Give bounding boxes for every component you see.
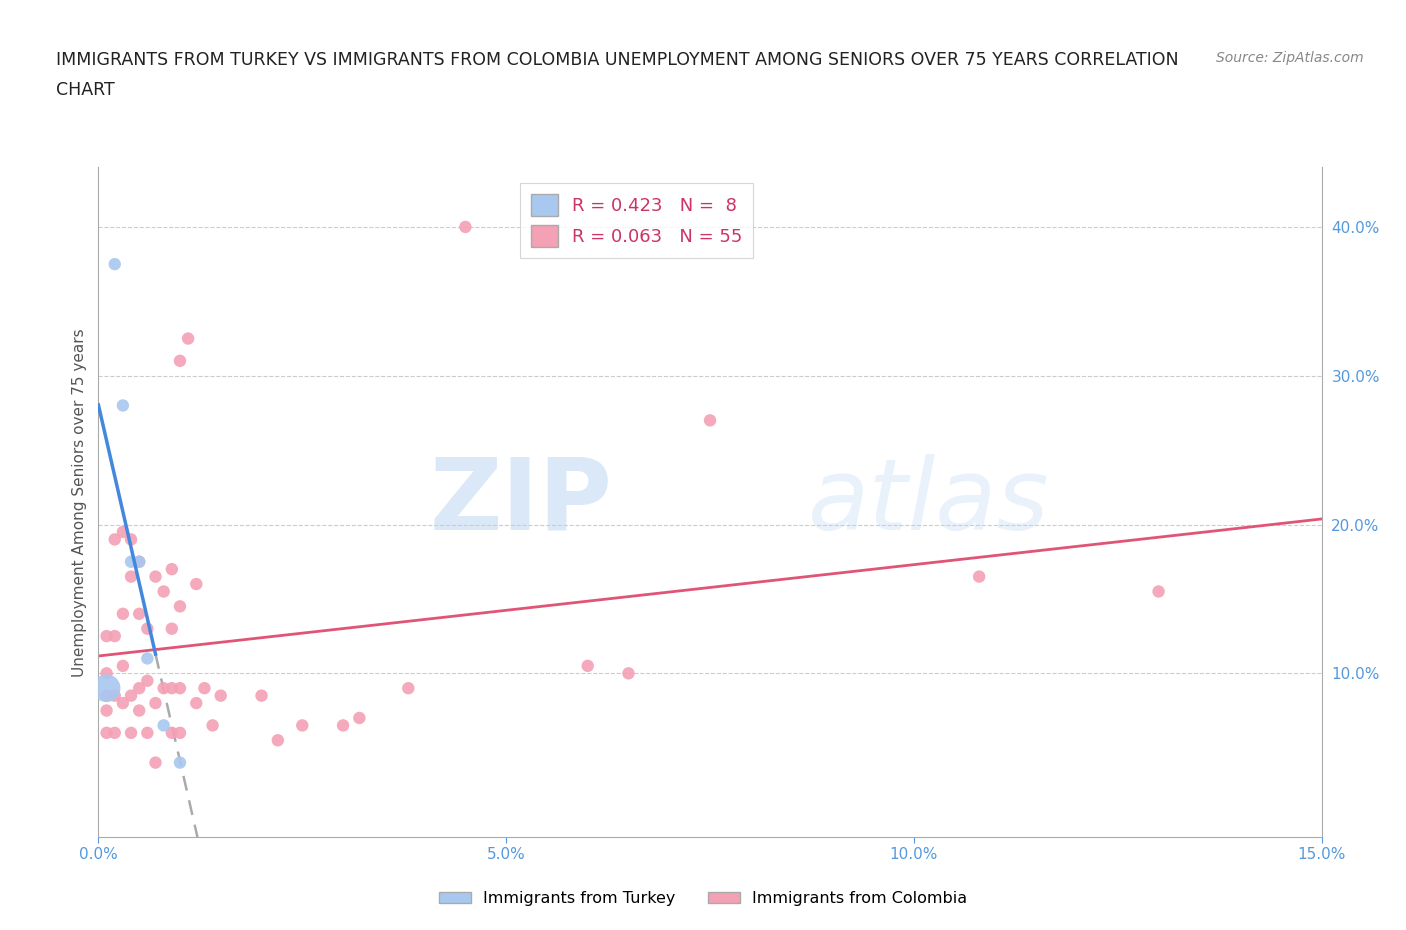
Point (160, 725, 183, 740)
Point (145, 696, 167, 711)
Point (128, 703, 150, 718)
Point (201, 718, 224, 733)
Point (96, 725, 118, 740)
Legend: R = 0.423   N =  8, R = 0.063   N = 55: R = 0.423 N = 8, R = 0.063 N = 55 (520, 183, 754, 258)
Point (120, 554, 142, 569)
Point (193, 681, 215, 696)
Point (186, 577, 208, 591)
Point (160, 621, 183, 636)
Point (104, 257, 127, 272)
Point (104, 688, 127, 703)
Point (617, 666, 640, 681)
Legend: Immigrants from Turkey, Immigrants from Colombia: Immigrants from Turkey, Immigrants from … (432, 885, 974, 912)
Point (152, 584, 174, 599)
Point (104, 629, 127, 644)
Point (136, 673, 159, 688)
Point (169, 681, 191, 696)
Point (104, 725, 127, 740)
Point (396, 681, 419, 696)
Point (128, 681, 150, 696)
Point (120, 688, 142, 703)
Point (250, 688, 273, 703)
Point (136, 621, 159, 636)
Point (145, 755, 167, 770)
Text: CHART: CHART (56, 81, 115, 99)
Point (186, 696, 208, 711)
Point (169, 599, 191, 614)
Point (96, 666, 118, 681)
Point (136, 725, 159, 740)
Point (111, 398, 134, 413)
Text: IMMIGRANTS FROM TURKEY VS IMMIGRANTS FROM COLOMBIA UNEMPLOYMENT AMONG SENIORS OV: IMMIGRANTS FROM TURKEY VS IMMIGRANTS FRO… (56, 51, 1178, 69)
Point (120, 725, 142, 740)
Y-axis label: Unemployment Among Seniors over 75 years: Unemployment Among Seniors over 75 years (72, 328, 87, 676)
Point (967, 569, 990, 584)
Point (111, 525, 134, 539)
Point (128, 554, 150, 569)
Point (96, 681, 118, 696)
Point (96, 629, 118, 644)
Point (160, 562, 183, 577)
Point (104, 532, 127, 547)
Point (145, 569, 167, 584)
Point (332, 718, 354, 733)
Text: atlas: atlas (808, 454, 1049, 551)
Point (177, 331, 200, 346)
Point (160, 681, 183, 696)
Text: ZIP: ZIP (429, 454, 612, 551)
Point (111, 696, 134, 711)
Point (120, 569, 142, 584)
Point (291, 718, 314, 733)
Point (169, 725, 191, 740)
Point (169, 353, 191, 368)
Text: Source: ZipAtlas.com: Source: ZipAtlas.com (1216, 51, 1364, 65)
Point (152, 681, 174, 696)
Point (128, 606, 150, 621)
Point (128, 554, 150, 569)
Point (349, 711, 371, 725)
Point (699, 413, 721, 428)
Point (267, 733, 290, 748)
Point (120, 532, 142, 547)
Point (136, 651, 159, 666)
Point (111, 606, 134, 621)
Point (576, 658, 599, 673)
Point (169, 755, 191, 770)
Point (96, 688, 118, 703)
Point (96, 703, 118, 718)
Point (152, 718, 174, 733)
Point (454, 219, 477, 234)
Point (1147, 584, 1170, 599)
Point (209, 688, 232, 703)
Point (111, 658, 134, 673)
